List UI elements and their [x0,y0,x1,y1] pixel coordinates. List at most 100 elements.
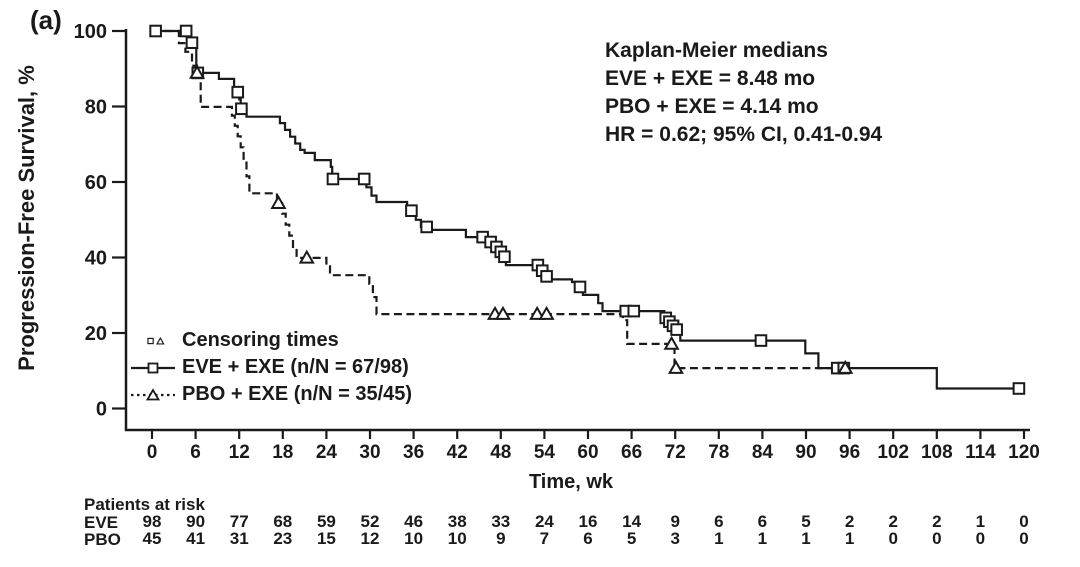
risk-table-title: Patients at risk [84,495,205,514]
x-tick-label: 48 [490,442,511,463]
risk-count-cell: 98 [143,512,162,531]
risk-count-cell: 1 [758,529,767,548]
x-tick-label: 6 [190,442,201,463]
x-tick-label: 12 [229,442,250,463]
risk-count-cell: 14 [622,512,641,531]
censor-triangle-marker [663,335,680,350]
x-tick-label: 24 [316,442,338,463]
risk-count-cell: 0 [1019,512,1028,531]
x-tick-label: 108 [921,442,953,463]
censor-triangle-marker [538,305,555,320]
y-tick-label: 20 [85,323,107,345]
censor-square-marker [540,270,553,283]
risk-count-cell: 41 [186,529,205,548]
annotation-eve-median: EVE + EXE = 8.48 mo [605,67,816,90]
x-tick-label: 90 [795,442,816,463]
risk-count-cell: 59 [317,512,336,531]
censor-square-marker [185,36,199,50]
censor-square-marker [405,204,418,217]
risk-count-cell: 2 [845,512,854,531]
censor-square-marker [627,304,641,318]
y-tick-label: 40 [85,248,107,270]
risk-count-cell: 31 [230,529,249,548]
x-tick-label: 54 [534,442,556,463]
censor-triangle-marker [270,194,287,209]
risk-count-cell: 38 [448,512,467,531]
censor-triangle-marker [529,305,546,320]
stats-annotation: Kaplan-Meier medians EVE + EXE = 8.48 mo… [605,37,882,149]
eve-series-marker-icon [131,362,175,373]
risk-count-cell: 24 [535,512,554,531]
x-tick-label: 72 [665,442,686,463]
legend-eve-label: EVE + EXE (n/N = 67/98) [182,356,409,378]
legend: Censoring times EVE + EXE (n/N = 67/98) … [130,327,412,408]
censor-triangle-marker [298,249,315,264]
y-tick-label: 60 [85,172,107,194]
censor-triangle-marker [837,359,854,374]
risk-count-cell: 0 [976,529,985,548]
censor-triangle-marker [667,359,684,374]
censor-square-marker [670,323,683,336]
censor-square-marker [498,250,511,264]
x-tick-label: 36 [403,442,424,463]
risk-count-cell: 52 [361,512,380,531]
legend-pbo-label: PBO + EXE (n/N = 35/45) [182,383,413,405]
risk-row-label-eve: EVE [84,513,119,532]
risk-count-cell: 2 [932,512,941,531]
risk-count-cell: 9 [670,512,679,531]
panel-label: (a) [30,5,62,35]
legend-row-pbo: PBO + EXE (n/N = 35/45) [130,381,412,408]
risk-count-cell: 6 [758,512,767,531]
annotation-hazard-ratio: HR = 0.62; 95% CI, 0.41-0.94 [605,123,883,146]
y-tick-label: 100 [74,21,107,43]
x-tick-label: 42 [447,442,468,463]
censor-square-marker [231,85,245,99]
risk-count-cell: 1 [714,529,723,548]
x-tick-label: 78 [708,442,729,463]
risk-count-cell: 1 [976,512,985,531]
censor-square-marker [235,102,248,116]
censor-triangle-marker [189,64,206,79]
risk-count-cell: 0 [888,529,897,548]
x-tick-label: 96 [839,442,860,463]
risk-count-cell: 6 [583,529,592,548]
annotation-pbo-median: PBO + EXE = 4.14 mo [605,95,819,118]
censor-square-marker [326,172,340,186]
x-tick-label: 114 [965,442,996,463]
y-tick-label: 80 [85,97,107,119]
risk-count-cell: 16 [579,512,598,531]
legend-row-eve: EVE + EXE (n/N = 67/98) [130,354,412,381]
risk-count-cell: 2 [888,512,897,531]
risk-count-cell: 0 [932,529,941,548]
censor-square-marker [754,334,768,347]
x-axis-title: Time, wk [528,471,614,493]
risk-row-label-pbo: PBO [84,530,121,549]
y-tick-label: 0 [96,399,107,421]
censor-triangle-marker [494,305,512,320]
risk-count-cell: 10 [404,529,423,548]
risk-count-cell: 33 [491,512,510,531]
risk-count-cell: 9 [496,529,505,548]
censor-square-marker [357,172,371,186]
annotation-km-medians: Kaplan-Meier medians [605,39,828,62]
risk-count-cell: 23 [273,529,292,548]
risk-count-cell: 1 [801,529,810,548]
x-tick-label: 120 [1008,442,1040,463]
censoring-markers-icon [147,336,165,345]
risk-count-cell: 12 [361,529,380,548]
censor-square-marker [1012,382,1026,395]
x-tick-label: 60 [577,442,598,463]
risk-count-cell: 1 [845,529,854,548]
risk-count-cell: 45 [143,529,162,548]
risk-count-cell: 68 [273,512,292,531]
legend-row-censoring: Censoring times [130,327,412,354]
risk-count-cell: 46 [404,512,423,531]
risk-count-cell: 90 [186,512,205,531]
censor-square-marker [420,220,433,234]
censor-square-marker [573,280,587,294]
risk-count-cell: 7 [540,529,549,548]
risk-count-cell: 6 [714,512,723,531]
x-tick-label: 18 [272,442,293,463]
